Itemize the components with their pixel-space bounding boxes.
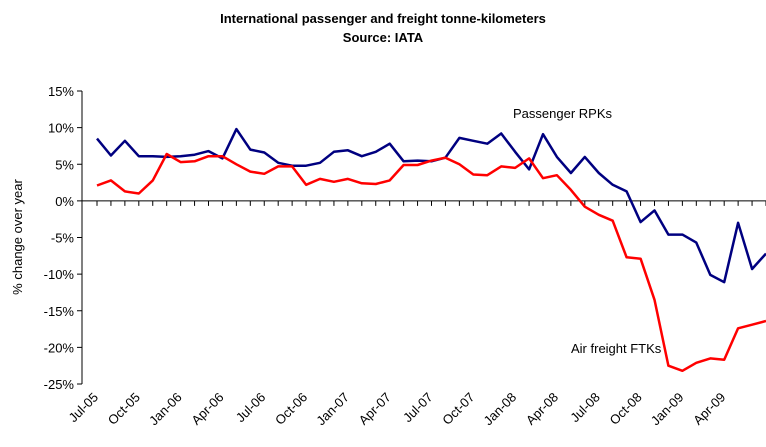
chart-title: International passenger and freight tonn…	[220, 11, 546, 26]
y-tick-label: -20%	[44, 340, 75, 355]
x-tick-label: Oct-08	[606, 390, 644, 428]
series-line	[96, 152, 766, 373]
y-tick-label: -5%	[51, 231, 75, 246]
series-label: Passenger RPKs	[513, 106, 612, 121]
x-tick-label: Jul-07	[400, 390, 436, 426]
x-tick-label: Jul-05	[65, 390, 101, 426]
x-tick-label: Jan-07	[313, 390, 352, 429]
y-axis-label: % change over year	[10, 179, 25, 295]
y-tick-label: -10%	[44, 267, 75, 282]
y-tick-label: 10%	[48, 121, 74, 136]
x-tick-label: Jul-06	[233, 390, 269, 426]
x-tick-label: Jan-08	[481, 390, 520, 429]
x-tick-label: Jan-06	[146, 390, 185, 429]
x-tick-label: Oct-07	[439, 390, 477, 428]
y-tick-label: -25%	[44, 377, 75, 392]
series-label: Air freight FTKs	[571, 341, 662, 356]
y-tick-label: 0%	[55, 194, 74, 209]
chart-subtitle: Source: IATA	[343, 30, 424, 45]
x-tick-label: Apr-06	[188, 390, 226, 428]
x-tick-label: Apr-07	[356, 390, 394, 428]
x-tick-label: Apr-08	[523, 390, 561, 428]
y-tick-label: -15%	[44, 304, 75, 319]
x-tick-label: Oct-06	[272, 390, 310, 428]
x-tick-label: Oct-05	[105, 390, 143, 428]
x-tick-label: Apr-09	[690, 390, 728, 428]
y-tick-label: 5%	[55, 157, 74, 172]
y-tick-label: 15%	[48, 84, 74, 99]
x-tick-label: Jul-08	[567, 390, 603, 426]
x-tick-label: Jan-09	[648, 390, 687, 429]
